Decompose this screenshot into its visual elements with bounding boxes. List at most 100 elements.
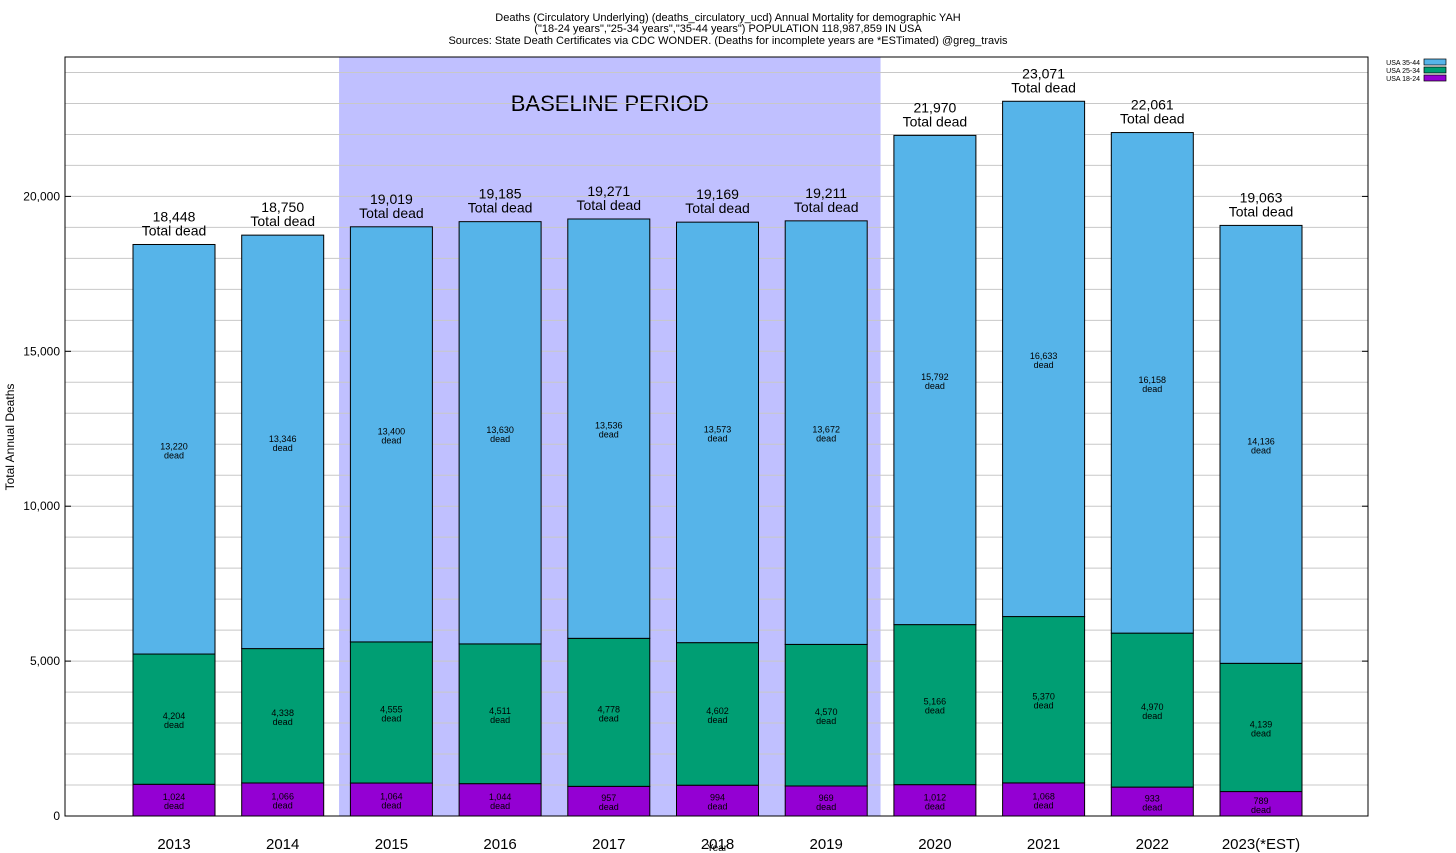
bar-stack-2013: 1,024dead4,204dead13,220dead18,448Total … [132,208,216,817]
total-value-label: 18,750 [261,199,304,215]
segment-value-label: 933 [1145,794,1160,804]
total-value-label: 21,970 [913,99,956,115]
segment-suffix-label: dead [164,801,184,811]
x-tick-label: 2019 [810,836,843,853]
legend-swatch [1423,66,1447,74]
bar-segment [784,220,868,645]
legend-swatch [1423,74,1447,82]
segment-value-label: 1,066 [271,791,294,801]
segment-suffix-label: dead [273,800,293,810]
total-value-label: 22,061 [1131,97,1174,113]
x-tick-label: 2014 [266,836,299,853]
y-tick-label: 5,000 [30,654,60,668]
segment-suffix-label: dead [599,713,619,723]
bar-segment [676,221,759,644]
segment-suffix-label: dead [1142,803,1162,813]
y-tick-label: 10,000 [23,499,60,513]
bar-segment [132,243,216,655]
segment-suffix-label: dead [707,715,727,725]
segment-value-label: 13,400 [378,426,406,436]
total-suffix-label: Total dead [1120,111,1185,127]
bar-segment [349,226,433,643]
segment-value-label: 13,536 [595,421,623,431]
segment-suffix-label: dead [164,450,184,460]
segment-value-label: 1,044 [489,792,512,802]
x-tick-label: 2017 [592,836,625,853]
total-suffix-label: Total dead [1011,79,1076,95]
segment-value-label: 13,220 [160,441,188,451]
bar-segment [1002,100,1086,618]
segment-value-label: 13,630 [486,425,514,435]
segment-suffix-label: dead [925,381,945,391]
segment-suffix-label: dead [1034,360,1054,370]
y-tick-label: 0 [53,809,60,823]
total-suffix-label: Total dead [359,205,424,221]
bar-segment [567,218,651,639]
segment-value-label: 1,064 [380,792,403,802]
legend-entry-label: USA 18-24 [1386,76,1420,83]
segment-value-label: 969 [819,793,834,803]
bar-segment [349,641,433,784]
segment-value-label: 957 [601,793,616,803]
segment-suffix-label: dead [1142,711,1162,721]
total-value-label: 19,169 [696,186,739,202]
segment-value-label: 4,970 [1141,702,1164,712]
segment-suffix-label: dead [1034,701,1054,711]
x-tick-label: 2020 [918,836,951,853]
y-tick-label: 20,000 [23,189,60,203]
y-tick-label: 15,000 [23,344,60,358]
segment-value-label: 4,204 [163,711,186,721]
chart-title: Deaths (Circulatory Underlying) (deaths_… [448,12,1008,47]
total-suffix-label: Total dead [903,113,968,129]
segment-suffix-label: dead [1142,384,1162,394]
total-value-label: 19,063 [1240,189,1283,205]
total-suffix-label: Total dead [685,200,750,216]
bar-stack-2016: 1,044dead4,511dead13,630dead19,185Total … [458,186,542,817]
legend-entry-label: USA 35-44 [1386,60,1420,67]
bar-segment [132,783,216,817]
segment-value-label: 5,166 [924,697,947,707]
bar-segment [893,784,977,817]
segment-suffix-label: dead [490,434,510,444]
bar-segment [458,221,542,645]
total-suffix-label: Total dead [794,199,859,215]
segment-value-label: 5,370 [1032,692,1055,702]
title-line-1: Deaths (Circulatory Underlying) (deaths_… [495,12,961,24]
bar-stack-2020: 1,012dead5,166dead15,792dead21,970Total … [893,99,977,817]
segment-value-label: 4,602 [706,706,729,716]
segment-suffix-label: dead [273,717,293,727]
segment-value-label: 16,633 [1030,351,1058,361]
segment-value-label: 4,139 [1250,719,1273,729]
bar-segment [893,134,977,626]
segment-suffix-label: dead [273,443,293,453]
bar-segment [241,648,325,784]
total-value-label: 19,211 [805,185,847,201]
total-suffix-label: Total dead [250,213,315,229]
segment-suffix-label: dead [707,433,727,443]
bar-segment [784,643,868,787]
segment-suffix-label: dead [816,434,836,444]
total-value-label: 19,271 [587,183,630,199]
segment-suffix-label: dead [164,720,184,730]
bar-segment [1219,662,1303,793]
segment-value-label: 4,338 [271,708,294,718]
bar-segment [567,637,651,787]
segment-suffix-label: dead [490,801,510,811]
bar-segment [241,234,325,650]
bar-segment [1219,791,1303,817]
x-tick-label: 2018 [701,836,734,853]
bar-segment [458,643,542,785]
segment-value-label: 13,573 [704,424,732,434]
bar-stack-2021: 1,068dead5,370dead16,633dead23,071Total … [1002,65,1086,817]
x-tick-label: 2022 [1136,836,1169,853]
total-value-label: 23,071 [1022,65,1065,81]
segment-suffix-label: dead [1251,445,1271,455]
bar-segment [784,785,868,817]
segment-suffix-label: dead [381,801,401,811]
title-line-2: ("18-24 years","25-34 years","35-44 year… [534,23,922,35]
bar-segment [349,782,433,817]
